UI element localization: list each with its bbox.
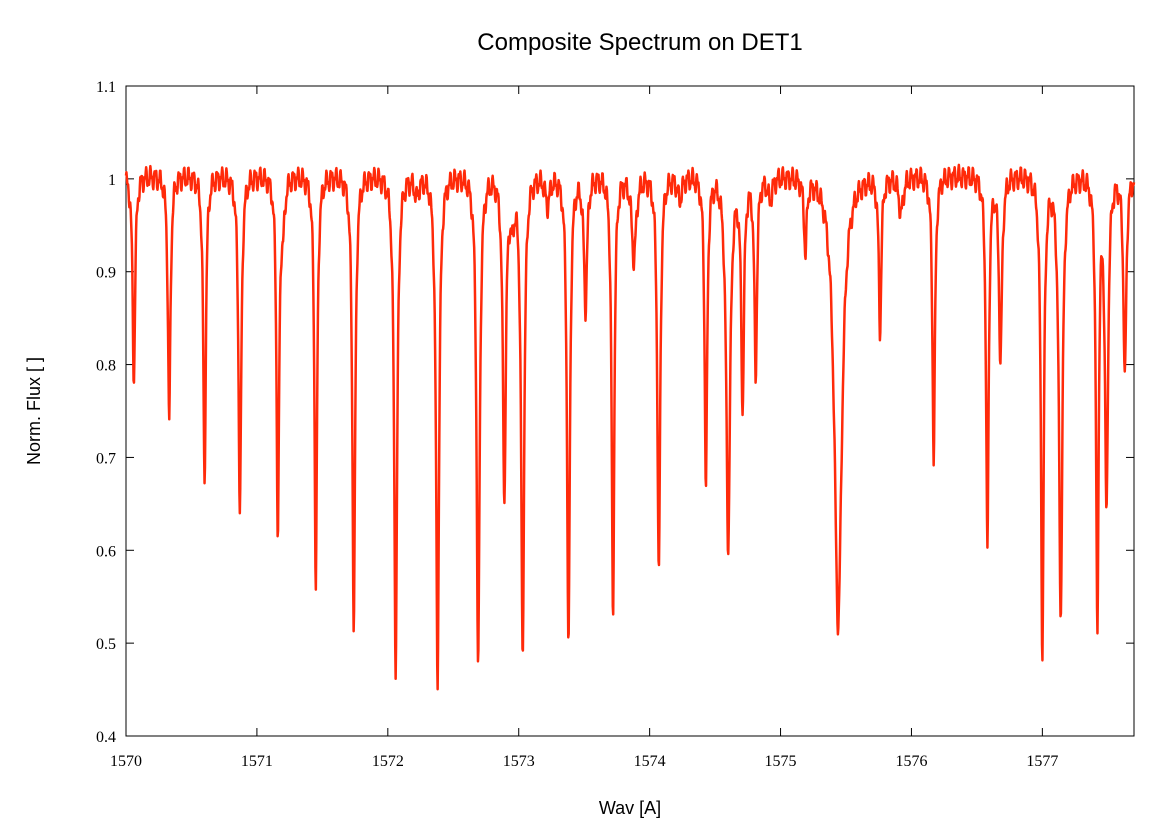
x-tick-label: 1572 [372,753,404,770]
y-tick-label: 1.1 [96,79,116,96]
y-tick-label: 1 [108,172,116,189]
y-axis: 0.4 0.5 0.6 0.7 0.8 0.9 1 1.1 [96,79,1134,746]
y-tick-label: 0.9 [96,265,116,282]
y-tick-label: 0.8 [96,358,116,375]
y-axis-label: Norm. Flux [ ] [24,357,44,465]
x-tick-label: 1573 [503,753,535,770]
x-tick-label: 1571 [241,753,273,770]
x-tick-label: 1575 [765,753,797,770]
y-tick-label: 0.5 [96,636,116,653]
x-tick-label: 1570 [110,753,142,770]
x-tick-label: 1576 [895,753,927,770]
x-axis: 1570 1571 1572 1573 1574 1575 1576 1577 [110,86,1058,770]
y-tick-label: 0.6 [96,543,116,560]
plot-frame [125,85,1135,737]
x-axis-label: Wav [A] [599,798,661,818]
y-tick-label: 0.7 [96,450,116,467]
y-tick-label: 0.4 [96,729,116,746]
chart-title: Composite Spectrum on DET1 [477,29,802,56]
x-tick-label: 1574 [634,753,666,770]
spectrum-series-line [124,163,1136,691]
x-tick-label: 1577 [1026,753,1058,770]
